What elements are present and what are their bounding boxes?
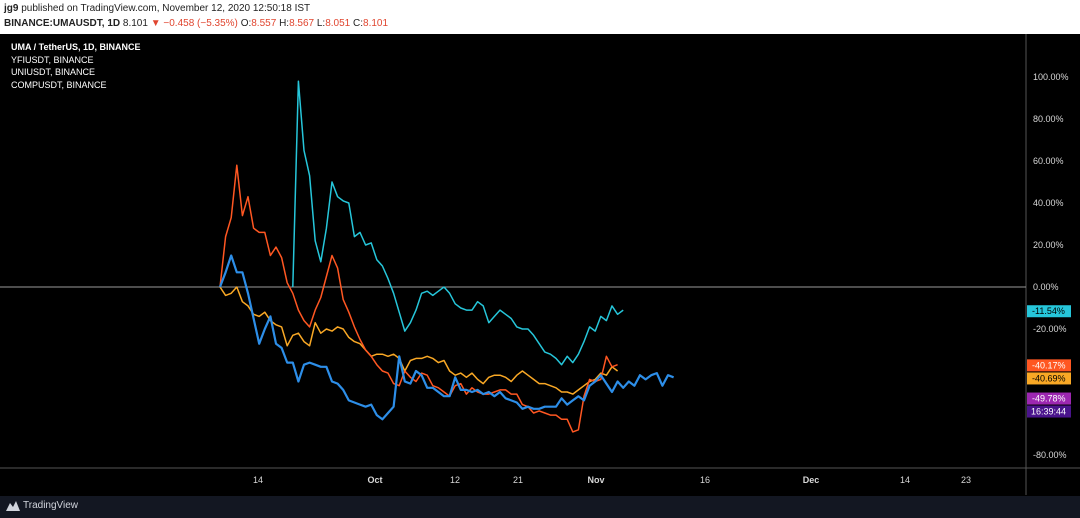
series-line[interactable] xyxy=(292,80,624,366)
price-label-text: -49.78% xyxy=(1032,394,1066,404)
price-label-badge xyxy=(1027,359,1071,372)
x-tick-label: 16 xyxy=(700,475,710,485)
series-line[interactable] xyxy=(218,254,674,421)
x-tick-label: 21 xyxy=(513,475,523,485)
close-label: C: xyxy=(353,18,364,29)
y-tick-label: 60.00% xyxy=(1033,156,1064,166)
price-label-badge xyxy=(1027,305,1071,318)
price-label-badge xyxy=(1027,372,1071,385)
countdown-badge xyxy=(1027,405,1071,418)
x-tick-label: 14 xyxy=(253,475,263,485)
legend-item-comp[interactable]: COMPUSDT, BINANCE xyxy=(11,79,107,90)
x-tick-label: Nov xyxy=(587,475,604,485)
low-value: 8.051 xyxy=(325,18,351,29)
publisher-name[interactable]: jg9 xyxy=(4,3,19,14)
y-tick-label: 100.00% xyxy=(1033,72,1069,82)
legend-main-symbol[interactable]: UMA / TetherUS, 1D, BINANCE xyxy=(11,42,141,52)
y-tick-label: 80.00% xyxy=(1033,114,1064,124)
tradingview-logo-icon[interactable] xyxy=(6,501,20,511)
publish-header: jg9 published on TradingView.com, Novemb… xyxy=(0,0,1080,34)
last-price: 8.101 xyxy=(122,18,148,29)
price-label-text: -11.54% xyxy=(1032,306,1065,316)
footer-bar: TradingView xyxy=(0,496,1080,518)
y-tick-label: 20.00% xyxy=(1033,240,1064,250)
low-label: L: xyxy=(316,18,326,29)
series-line[interactable] xyxy=(219,164,618,433)
ohlc-line: BINANCE:UMAUSDT, 1D 8.101 ▼ −0.458 (−5.3… xyxy=(4,18,388,29)
price-label-text: -40.69% xyxy=(1032,373,1066,383)
x-tick-label: Oct xyxy=(367,475,382,485)
published-text: published on TradingView.com, November 1… xyxy=(21,3,311,14)
x-tick-label: 23 xyxy=(961,475,971,485)
price-change: ▼ −0.458 (−5.35%) xyxy=(150,18,238,29)
legend-item-uni[interactable]: UNIUSDT, BINANCE xyxy=(11,67,96,77)
price-label-text: -40.17% xyxy=(1032,360,1066,370)
high-value: 8.567 xyxy=(289,18,315,29)
y-tick-label: -80.00% xyxy=(1033,450,1067,460)
symbol-name: BINANCE:UMAUSDT, 1D xyxy=(4,18,121,29)
y-tick-label: 40.00% xyxy=(1033,198,1064,208)
price-chart[interactable]: 100.00% 80.00% 60.00% 40.00% 20.00% 0.00% -20.… xyxy=(0,34,1080,496)
countdown-text: 16:39:44 xyxy=(1031,407,1066,417)
x-tick-label: Dec xyxy=(803,475,820,485)
x-tick-label: 14 xyxy=(900,475,910,485)
series-line[interactable] xyxy=(219,286,619,395)
publish-line: jg9 published on TradingView.com, Novemb… xyxy=(4,3,310,14)
x-tick-label: 12 xyxy=(450,475,460,485)
close-value: 8.101 xyxy=(363,18,389,29)
y-tick-label: 0.00% xyxy=(1033,282,1059,292)
high-label: H: xyxy=(279,18,290,29)
y-tick-label: -20.00% xyxy=(1033,324,1067,334)
tradingview-brand[interactable]: TradingView xyxy=(23,500,79,511)
legend-item-yfi[interactable]: YFIUSDT, BINANCE xyxy=(11,54,94,65)
open-value: 8.557 xyxy=(251,18,277,29)
open-label: O: xyxy=(240,18,252,29)
chart-legend: UMA / TetherUS, 1D, BINANCE YFIUSDT, BIN… xyxy=(11,41,141,91)
price-label-badge xyxy=(1027,392,1071,405)
